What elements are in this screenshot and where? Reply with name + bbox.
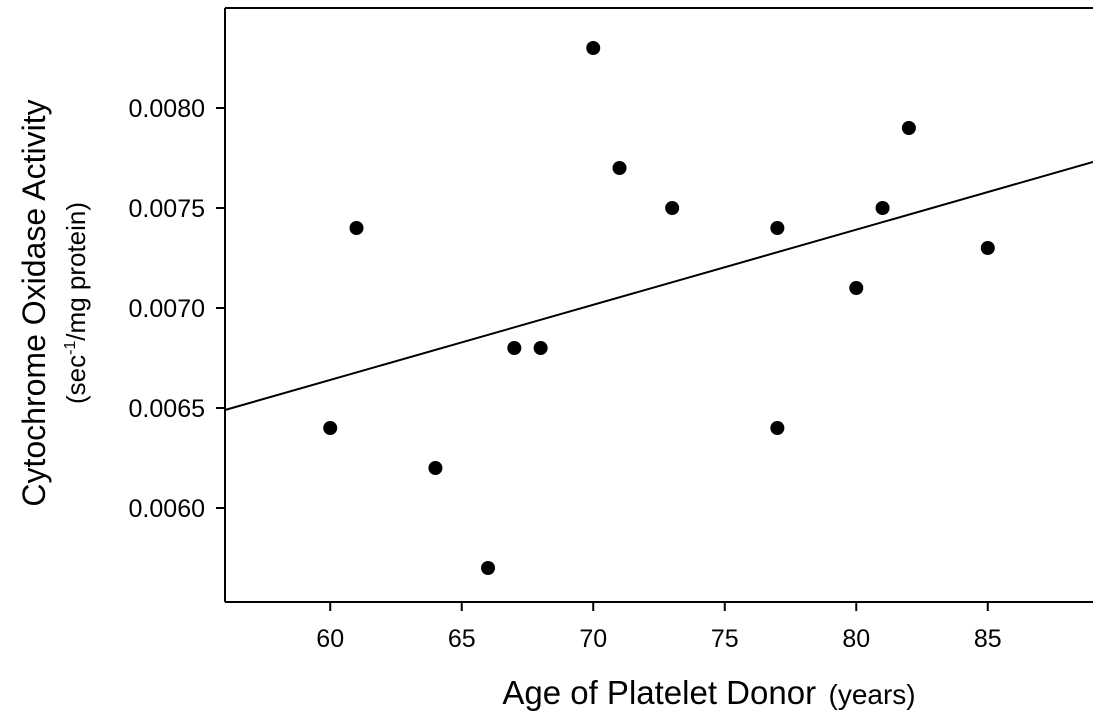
axes bbox=[224, 7, 1093, 603]
data-point bbox=[875, 201, 890, 215]
data-point bbox=[612, 161, 627, 175]
data-point bbox=[481, 561, 496, 575]
y-axis-subtitle-post: /mg protein) bbox=[61, 202, 91, 341]
data-point bbox=[849, 281, 864, 295]
data-point bbox=[533, 341, 548, 355]
x-tick-label: 80 bbox=[842, 625, 870, 653]
y-tick-label: 0.0065 bbox=[129, 395, 205, 423]
data-points bbox=[323, 41, 995, 575]
y-axis-subtitle: (sec-1/mg protein) bbox=[61, 202, 91, 404]
data-point bbox=[980, 241, 995, 255]
regression-layer bbox=[224, 161, 1093, 411]
y-axis-title: Cytochrome Oxidase Activity bbox=[16, 99, 52, 506]
x-axis-title-unit: (years) bbox=[829, 679, 916, 710]
data-point bbox=[428, 461, 443, 475]
regression-line bbox=[224, 161, 1093, 411]
x-tick-label: 65 bbox=[448, 625, 476, 653]
y-tick-label: 0.0070 bbox=[129, 295, 205, 323]
data-point bbox=[349, 221, 364, 235]
x-axis-title-main: Age of Platelet Donor bbox=[502, 674, 816, 711]
x-axis-ticks: 60 65 70 75 80 85 bbox=[316, 602, 1002, 653]
data-point bbox=[323, 421, 338, 435]
data-point bbox=[770, 421, 785, 435]
x-tick-label: 70 bbox=[579, 625, 607, 653]
y-tick-label: 0.0075 bbox=[129, 195, 205, 223]
data-point bbox=[586, 41, 601, 55]
data-point bbox=[665, 201, 680, 215]
x-axis-title: Age of Platelet Donor (years) bbox=[502, 674, 915, 711]
data-point bbox=[770, 221, 785, 235]
data-point bbox=[901, 121, 916, 135]
y-tick-label: 0.0060 bbox=[129, 495, 205, 523]
data-point bbox=[507, 341, 522, 355]
y-tick-label: 0.0080 bbox=[129, 95, 205, 123]
x-tick-label: 85 bbox=[974, 625, 1002, 653]
y-axis-ticks: 0.0060 0.0065 0.0070 0.0075 0.0080 bbox=[129, 95, 225, 523]
x-tick-label: 60 bbox=[316, 625, 344, 653]
x-tick-label: 75 bbox=[711, 625, 739, 653]
y-axis-subtitle-sup: -1 bbox=[62, 341, 79, 355]
y-axis-subtitle-pre: (sec bbox=[61, 355, 91, 404]
